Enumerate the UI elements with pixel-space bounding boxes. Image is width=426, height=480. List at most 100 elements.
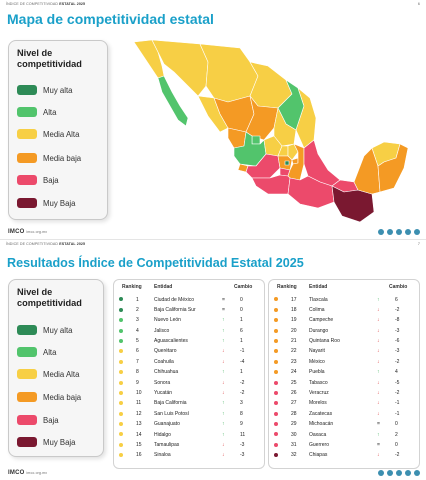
level-dot <box>274 338 278 343</box>
table-row: 21 Quintana Roo ↓ -6 <box>269 336 419 346</box>
level-dot <box>119 422 123 427</box>
table-row: 11 Baja California ↑ 3 <box>114 398 264 408</box>
page-footer: IMCO imco.org.mx <box>8 227 420 237</box>
row-entity: Coahuila <box>154 358 174 365</box>
row-change-arrow: ↑ <box>222 338 225 345</box>
table-row: 22 Nayarit ↓ -3 <box>269 346 419 356</box>
row-change-arrow: ↑ <box>222 369 225 376</box>
row-change-value: -2 <box>395 452 400 459</box>
row-change-arrow: ↑ <box>222 317 225 324</box>
table-row: 31 Guerrero = 0 <box>269 439 419 449</box>
row-entity: Hidalgo <box>154 431 171 438</box>
row-change-arrow: ↑ <box>222 431 225 438</box>
facebook-icon[interactable] <box>387 229 393 235</box>
level-dot <box>119 307 123 312</box>
legend-swatch <box>17 325 37 335</box>
linkedin-icon[interactable] <box>405 470 411 476</box>
ranking-table-right: Ranking Entidad Cambio 17 Tlaxcala ↑ 6 18 Col… <box>268 279 420 469</box>
level-dot <box>274 401 278 406</box>
row-change-value: -8 <box>395 317 400 324</box>
legend-swatch <box>17 392 37 402</box>
row-change-arrow: ↑ <box>222 400 225 407</box>
row-entity: México <box>309 358 325 365</box>
row-entity: Morelos <box>309 400 327 407</box>
row-change-value: 1 <box>240 317 243 324</box>
row-change-value: -2 <box>395 358 400 365</box>
state-ciudad-de-mexico <box>284 160 290 166</box>
legend-swatch <box>17 129 37 139</box>
row-change-arrow: ↑ <box>377 431 380 438</box>
legend-item-baja: Baja <box>17 175 59 185</box>
level-dot <box>274 297 278 302</box>
page-footer: IMCO imco.org.mx <box>8 468 420 478</box>
row-entity: Quintana Roo <box>309 338 340 345</box>
row-change-value: 0 <box>240 296 243 303</box>
row-change-arrow: ↓ <box>222 452 225 459</box>
row-change-value: -2 <box>395 306 400 313</box>
level-dot <box>274 318 278 323</box>
row-change-arrow: ↓ <box>222 390 225 397</box>
row-rank: 24 <box>291 369 297 376</box>
level-dot <box>274 307 278 312</box>
instagram-icon[interactable] <box>396 470 402 476</box>
row-rank: 10 <box>136 390 142 397</box>
facebook-icon[interactable] <box>387 470 393 476</box>
row-change-arrow: ↓ <box>377 358 380 365</box>
row-entity: Campeche <box>309 317 334 324</box>
row-entity: Aguascalientes <box>154 338 188 345</box>
row-change-value: -1 <box>240 348 245 355</box>
row-rank: 7 <box>136 358 139 365</box>
level-dot <box>274 422 278 427</box>
social-icons <box>378 229 420 235</box>
row-entity: Tamaulipas <box>154 441 180 448</box>
table-row: 32 Chiapas ↓ -2 <box>269 450 419 460</box>
row-rank: 29 <box>291 421 297 428</box>
table-row: 25 Tabasco ↓ -5 <box>269 377 419 387</box>
row-change-value: -4 <box>240 358 245 365</box>
instagram-icon[interactable] <box>396 229 402 235</box>
legend-label: Muy Baja <box>43 198 76 208</box>
row-change-arrow: ↓ <box>222 441 225 448</box>
row-change-value: 0 <box>240 306 243 313</box>
page-number: 6 <box>417 2 420 6</box>
imco-logo: IMCO imco.org.mx <box>8 229 47 235</box>
row-entity: Zacatecas <box>309 410 333 417</box>
row-change-value: 0 <box>395 421 398 428</box>
level-dot <box>274 328 278 333</box>
level-dot <box>119 370 123 375</box>
linkedin-icon[interactable] <box>405 229 411 235</box>
legend-label: Media Alta <box>43 129 80 139</box>
twitter-icon[interactable] <box>378 229 384 235</box>
row-entity: Baja California <box>154 400 187 407</box>
row-change-value: -6 <box>395 338 400 345</box>
table-row: 30 Oaxaca ↑ 2 <box>269 429 419 439</box>
table-row: 17 Tlaxcala ↑ 6 <box>269 294 419 304</box>
row-entity: Michoacán <box>309 421 334 428</box>
twitter-icon[interactable] <box>378 470 384 476</box>
table-row: 23 México ↓ -2 <box>269 356 419 366</box>
row-entity: Sonora <box>154 379 171 386</box>
table-row: 14 Hidalgo ↑ 11 <box>114 429 264 439</box>
state-aguascalientes <box>251 135 261 145</box>
row-change-arrow: = <box>222 296 225 303</box>
row-rank: 1 <box>136 296 139 303</box>
table-header: Ranking Entidad Cambio <box>114 282 264 292</box>
legend-label: Muy Baja <box>43 437 76 447</box>
mexico-map <box>133 39 409 223</box>
col-entidad: Entidad <box>309 284 328 290</box>
row-rank: 20 <box>291 327 297 334</box>
table-row: 18 Colima ↓ -2 <box>269 304 419 314</box>
legend-label: Media baja <box>43 392 82 402</box>
table-row: 6 Querétaro ↓ -1 <box>114 346 264 356</box>
row-rank: 6 <box>136 348 139 355</box>
youtube-icon[interactable] <box>414 470 420 476</box>
row-change-value: -1 <box>395 400 400 407</box>
level-dot <box>274 359 278 364</box>
row-change-value: 1 <box>240 369 243 376</box>
row-change-arrow: ↓ <box>222 379 225 386</box>
legend-swatch <box>17 85 37 95</box>
row-entity: Oaxaca <box>309 431 327 438</box>
youtube-icon[interactable] <box>414 229 420 235</box>
row-entity: Durango <box>309 327 329 334</box>
row-change-value: -2 <box>240 390 245 397</box>
